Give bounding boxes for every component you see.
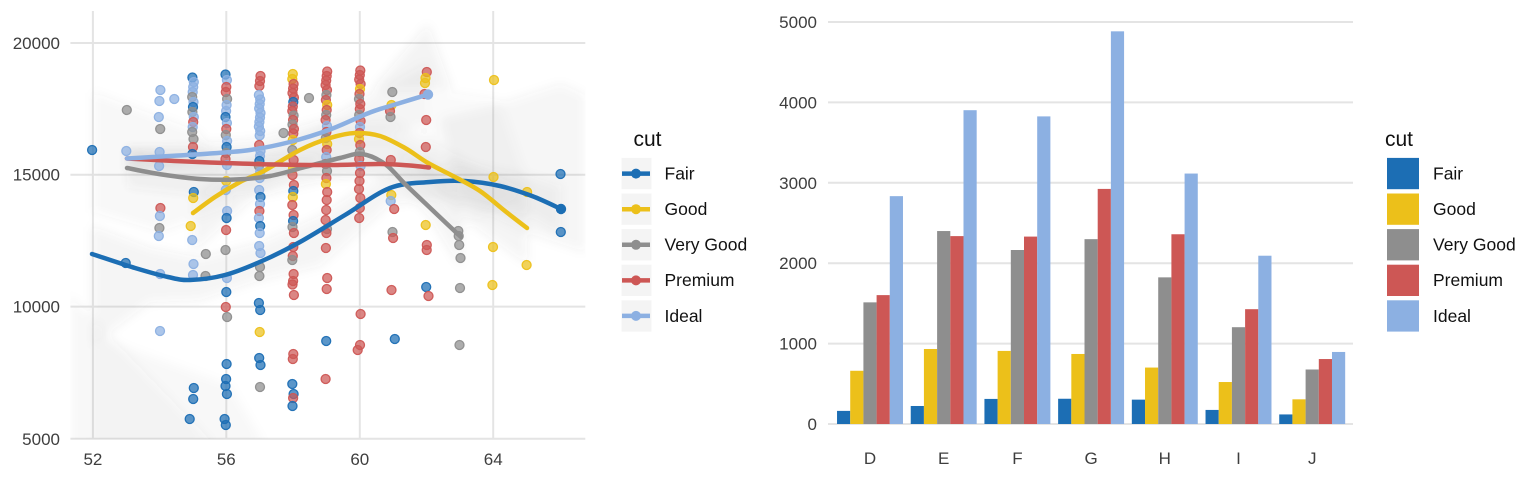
- svg-text:cut: cut: [634, 128, 662, 151]
- svg-text:D: D: [864, 449, 876, 468]
- svg-text:H: H: [1159, 449, 1171, 468]
- svg-text:10000: 10000: [13, 298, 60, 317]
- svg-text:5000: 5000: [22, 430, 60, 449]
- svg-text:cut: cut: [1385, 128, 1413, 151]
- svg-text:Fair: Fair: [1433, 164, 1463, 184]
- svg-text:J: J: [1308, 449, 1317, 468]
- svg-text:20000: 20000: [13, 34, 60, 53]
- svg-text:5000: 5000: [779, 13, 817, 32]
- svg-text:3000: 3000: [779, 174, 817, 193]
- svg-text:Premium: Premium: [1433, 270, 1503, 290]
- svg-text:Ideal: Ideal: [665, 306, 703, 326]
- svg-text:52: 52: [83, 450, 102, 469]
- svg-text:2000: 2000: [779, 254, 817, 273]
- svg-text:0: 0: [808, 415, 817, 434]
- svg-text:56: 56: [217, 450, 236, 469]
- svg-text:E: E: [938, 449, 949, 468]
- svg-text:1000: 1000: [779, 335, 817, 354]
- svg-text:64: 64: [484, 450, 503, 469]
- svg-text:Good: Good: [1433, 199, 1476, 219]
- svg-text:Ideal: Ideal: [1433, 306, 1471, 326]
- svg-text:F: F: [1012, 449, 1022, 468]
- svg-text:Very Good: Very Good: [1433, 235, 1516, 255]
- svg-text:60: 60: [350, 450, 369, 469]
- svg-text:I: I: [1236, 449, 1241, 468]
- svg-text:Fair: Fair: [665, 164, 695, 184]
- svg-text:Good: Good: [665, 199, 708, 219]
- svg-text:4000: 4000: [779, 93, 817, 112]
- svg-text:15000: 15000: [13, 166, 60, 185]
- svg-text:G: G: [1084, 449, 1097, 468]
- svg-text:Premium: Premium: [665, 270, 735, 290]
- svg-text:Very Good: Very Good: [665, 235, 748, 255]
